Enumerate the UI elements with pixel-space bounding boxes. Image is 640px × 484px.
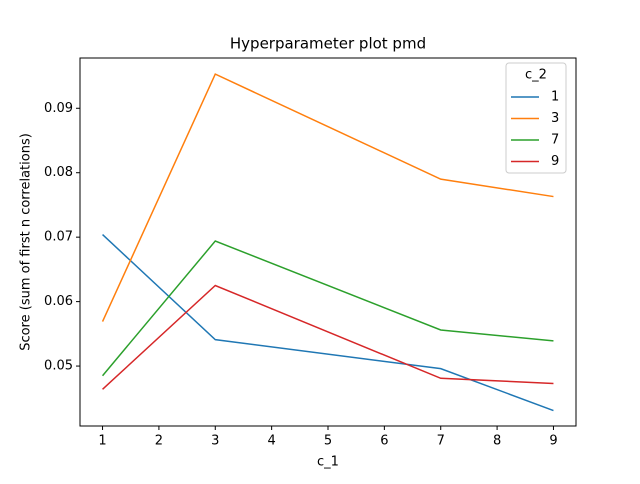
y-tick-label: 0.08 [44, 165, 73, 180]
legend-label: 9 [551, 154, 559, 169]
legend-title: c_2 [525, 68, 547, 83]
series-line [101, 73, 554, 322]
x-tick-label: 6 [380, 434, 388, 449]
series-line [102, 234, 554, 412]
x-tick-label: 5 [324, 434, 332, 449]
legend-label: 3 [551, 111, 559, 126]
x-tick-label: 7 [437, 434, 445, 449]
chart-title: Hyperparameter plot pmd [230, 35, 426, 53]
y-tick-label: 0.06 [44, 294, 73, 309]
series-line [101, 240, 554, 377]
plot-frame [79, 57, 577, 427]
x-tick-label: 9 [549, 434, 557, 449]
y-axis-label: Score (sum of first n correlations) [19, 133, 34, 351]
y-tick-label: 0.09 [44, 101, 73, 116]
legend-label: 1 [551, 90, 559, 105]
x-tick-label: 2 [155, 434, 163, 449]
legend-label: 7 [551, 133, 559, 148]
x-tick-label: 8 [493, 434, 501, 449]
y-tick-label: 0.07 [44, 230, 73, 245]
x-axis-label: c_1 [317, 455, 339, 470]
x-tick-label: 4 [267, 434, 275, 449]
series-line [102, 284, 554, 390]
x-tick-label: 3 [211, 434, 219, 449]
x-tick-label: 1 [98, 434, 106, 449]
y-tick-label: 0.05 [44, 359, 73, 374]
